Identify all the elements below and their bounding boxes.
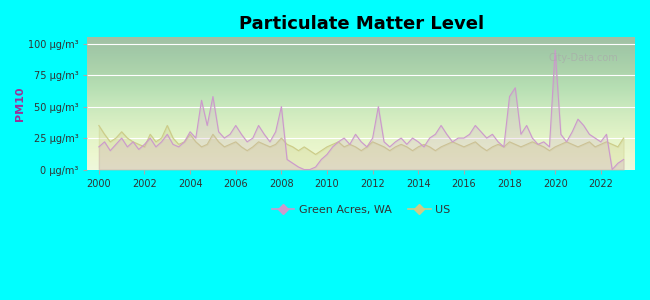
Y-axis label: PM10: PM10 [15,86,25,121]
Text: City-Data.com: City-Data.com [549,53,619,63]
Legend: Green Acres, WA, US: Green Acres, WA, US [268,201,455,220]
Title: Particulate Matter Level: Particulate Matter Level [239,15,484,33]
